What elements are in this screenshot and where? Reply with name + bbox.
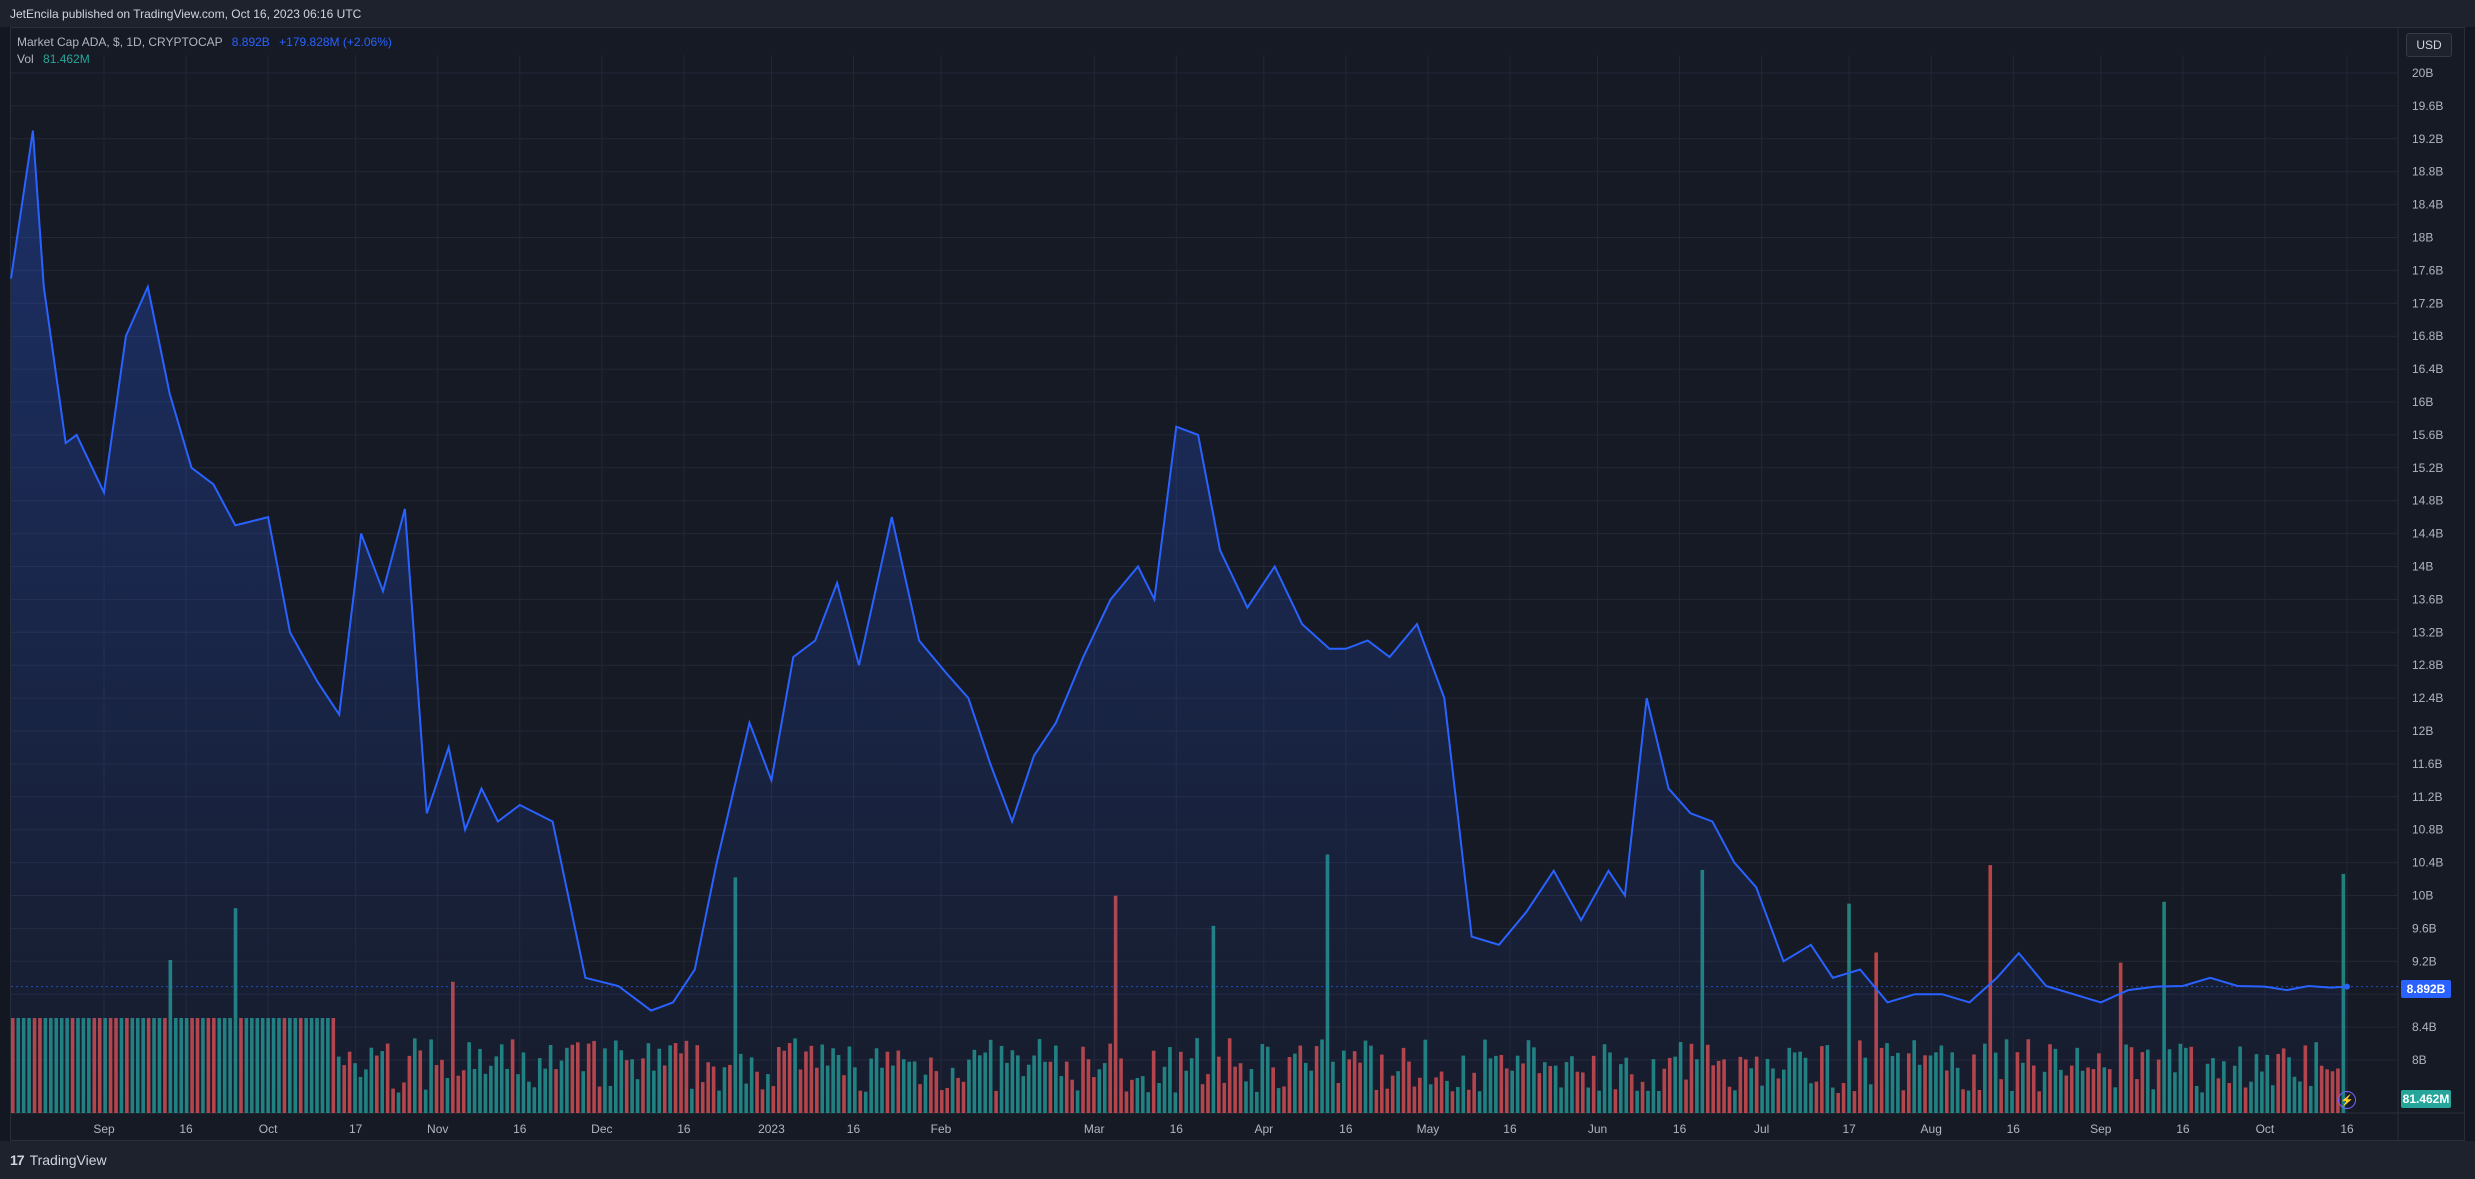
x-tick-label: 16 [1170, 1122, 1184, 1136]
y-tick-label: 12.4B [2412, 691, 2443, 705]
x-tick-label: 17 [1842, 1122, 1856, 1136]
publish-header: JetEncila published on TradingView.com, … [0, 0, 2475, 27]
x-tick-label: Mar [1084, 1122, 1105, 1136]
legend-value: 8.892B [231, 35, 270, 49]
y-tick-label: 17.6B [2412, 263, 2443, 277]
footer-bar: 17 TradingView [0, 1141, 2475, 1179]
y-tick-label: 19.2B [2412, 132, 2443, 146]
last-price-tag: 8.892B [2401, 980, 2451, 998]
tradingview-name: TradingView [29, 1152, 107, 1168]
y-tick-label: 14B [2412, 560, 2433, 574]
y-tick-label: 8B [2412, 1053, 2427, 1067]
y-tick-label: 13.2B [2412, 625, 2443, 639]
x-tick-label: Jun [1588, 1122, 1607, 1136]
y-tick-label: 11.2B [2412, 790, 2442, 804]
x-tick-label: Oct [259, 1122, 278, 1136]
last-volume-tag: 81.462M [2401, 1090, 2451, 1108]
x-tick-label: Dec [591, 1122, 612, 1136]
x-tick-label: 17 [349, 1122, 363, 1136]
y-tick-label: 8.4B [2412, 1020, 2437, 1034]
x-tick-label: 16 [513, 1122, 527, 1136]
x-tick-label: May [1417, 1122, 1440, 1136]
legend-change: +179.828M (+2.06%) [279, 35, 392, 49]
y-tick-label: 10B [2412, 889, 2433, 903]
y-tick-label: 18B [2412, 231, 2433, 245]
y-tick-label: 12.8B [2412, 658, 2443, 672]
x-tick-label: 16 [677, 1122, 691, 1136]
x-tick-label: 16 [2007, 1122, 2021, 1136]
x-tick-label: 16 [2340, 1122, 2354, 1136]
y-tick-label: 11.6B [2412, 757, 2442, 771]
y-tick-label: 16B [2412, 395, 2433, 409]
y-tick-label: 9.2B [2412, 954, 2437, 968]
x-tick-label: Oct [2256, 1122, 2275, 1136]
tradingview-logo-icon: 17 [10, 1152, 25, 1168]
tradingview-brand[interactable]: 17 TradingView [10, 1152, 107, 1168]
x-tick-label: 16 [2176, 1122, 2190, 1136]
y-tick-label: 16.4B [2412, 362, 2443, 376]
last-price-dot [2344, 983, 2350, 990]
y-tick-label: 14.8B [2412, 494, 2443, 508]
x-tick-label: Nov [427, 1122, 448, 1136]
x-tick-label: Sep [93, 1122, 115, 1136]
price-line [10, 130, 2348, 1012]
y-tick-label: 20B [2412, 66, 2433, 80]
x-tick-label: 16 [847, 1122, 861, 1136]
chart-legend: Market Cap ADA, $, 1D, CRYPTOCAP 8.892B … [17, 34, 392, 68]
lightning-icon[interactable]: ⚡ [2338, 1091, 2356, 1109]
legend-symbol[interactable]: Market Cap ADA, $, 1D, CRYPTOCAP [17, 35, 223, 49]
x-tick-label: Aug [1921, 1122, 1942, 1136]
y-tick-label: 13.6B [2412, 592, 2443, 606]
y-tick-label: 16.8B [2412, 329, 2443, 343]
y-tick-label: 18.4B [2412, 198, 2443, 212]
y-tick-label: 19.6B [2412, 99, 2443, 113]
currency-button[interactable]: USD [2406, 33, 2452, 57]
y-tick-label: 14.4B [2412, 527, 2443, 541]
x-tick-label: Jul [1754, 1122, 1769, 1136]
x-tick-label: 16 [1503, 1122, 1517, 1136]
legend-vol-label[interactable]: Vol [17, 52, 34, 66]
y-tick-label: 15.6B [2412, 428, 2443, 442]
y-tick-label: 10.8B [2412, 823, 2443, 837]
x-tick-label: Apr [1254, 1122, 1273, 1136]
y-tick-label: 17.2B [2412, 296, 2443, 310]
x-tick-label: Feb [931, 1122, 952, 1136]
x-tick-label: 2023 [758, 1122, 785, 1136]
x-tick-label: 16 [1673, 1122, 1687, 1136]
legend-vol-value: 81.462M [43, 52, 90, 66]
x-tick-label: 16 [179, 1122, 193, 1136]
x-tick-label: 16 [1339, 1122, 1353, 1136]
publish-info: JetEncila published on TradingView.com, … [10, 7, 362, 21]
x-tick-label: Sep [2090, 1122, 2112, 1136]
y-tick-label: 12B [2412, 724, 2433, 738]
y-tick-label: 9.6B [2412, 921, 2437, 935]
y-tick-label: 18.8B [2412, 165, 2443, 179]
price-area-fill [11, 130, 2347, 1114]
y-tick-label: 10.4B [2412, 856, 2443, 870]
y-tick-label: 15.2B [2412, 461, 2443, 475]
